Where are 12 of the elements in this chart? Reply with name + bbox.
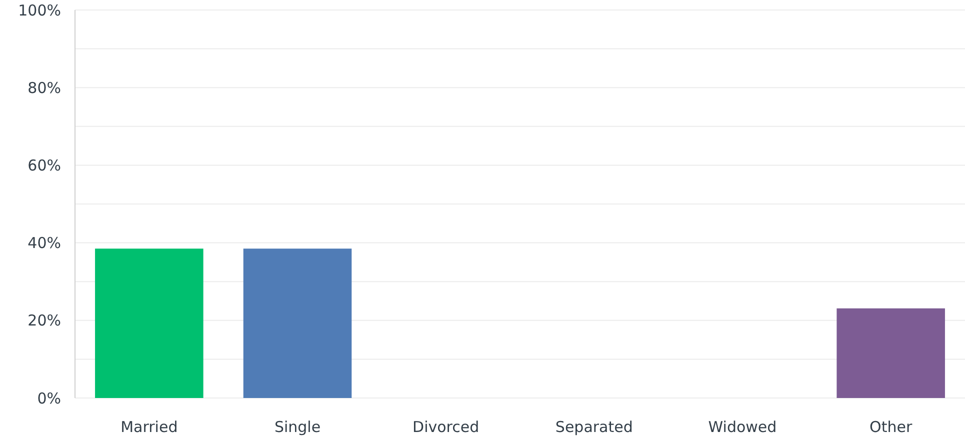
x-tick-label: Single (274, 418, 321, 436)
y-tick-label: 80% (28, 78, 61, 97)
x-tick-label: Other (870, 418, 913, 436)
y-tick-label: 60% (28, 156, 61, 174)
y-tick-label: 20% (28, 312, 61, 330)
y-tick-label: 40% (28, 234, 61, 252)
y-tick-label: 0% (37, 389, 61, 408)
x-tick-label: Widowed (708, 418, 777, 436)
y-tick-label: 100% (18, 1, 61, 20)
x-tick-label: Married (120, 418, 178, 436)
x-tick-label: Divorced (412, 418, 480, 436)
x-tick-label: Separated (555, 418, 633, 436)
